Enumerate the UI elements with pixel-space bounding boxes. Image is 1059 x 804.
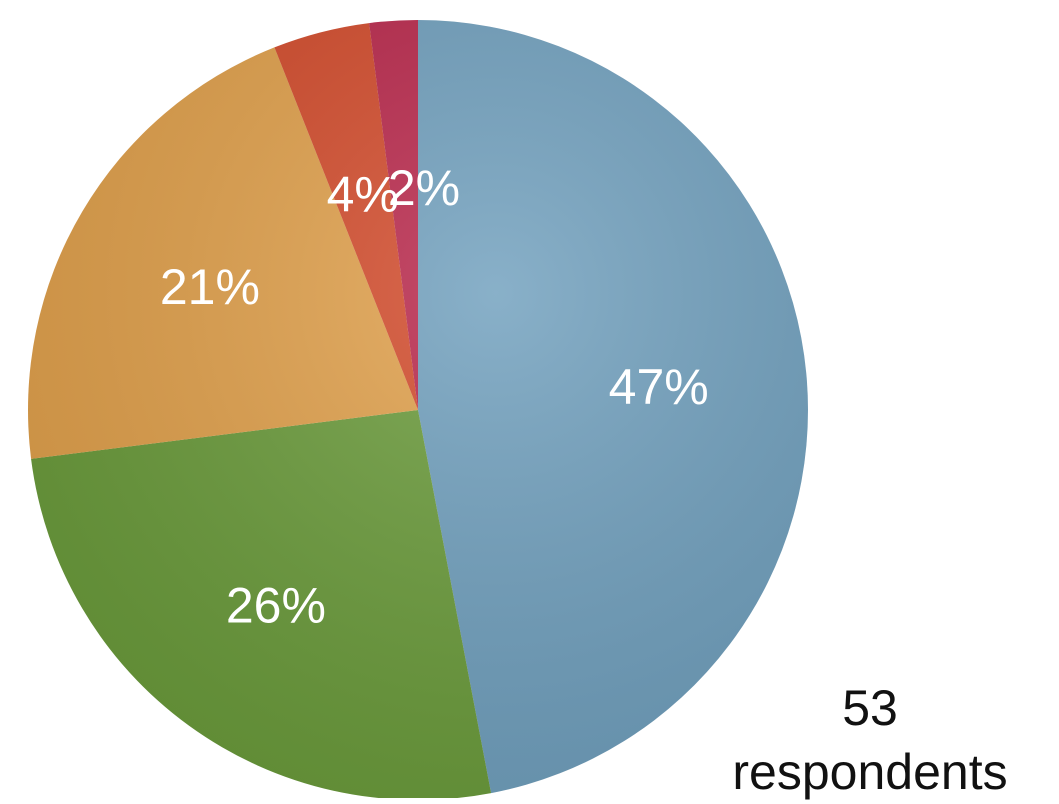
slice-label: 21% — [160, 259, 260, 315]
slice-label: 4% — [327, 167, 399, 223]
slice-label: 26% — [226, 578, 326, 634]
respondents-annotation: 53 respondents — [732, 680, 1008, 800]
slice-label: 2% — [388, 160, 460, 216]
pie-sheen — [28, 20, 808, 798]
slice-label: 47% — [609, 359, 709, 415]
